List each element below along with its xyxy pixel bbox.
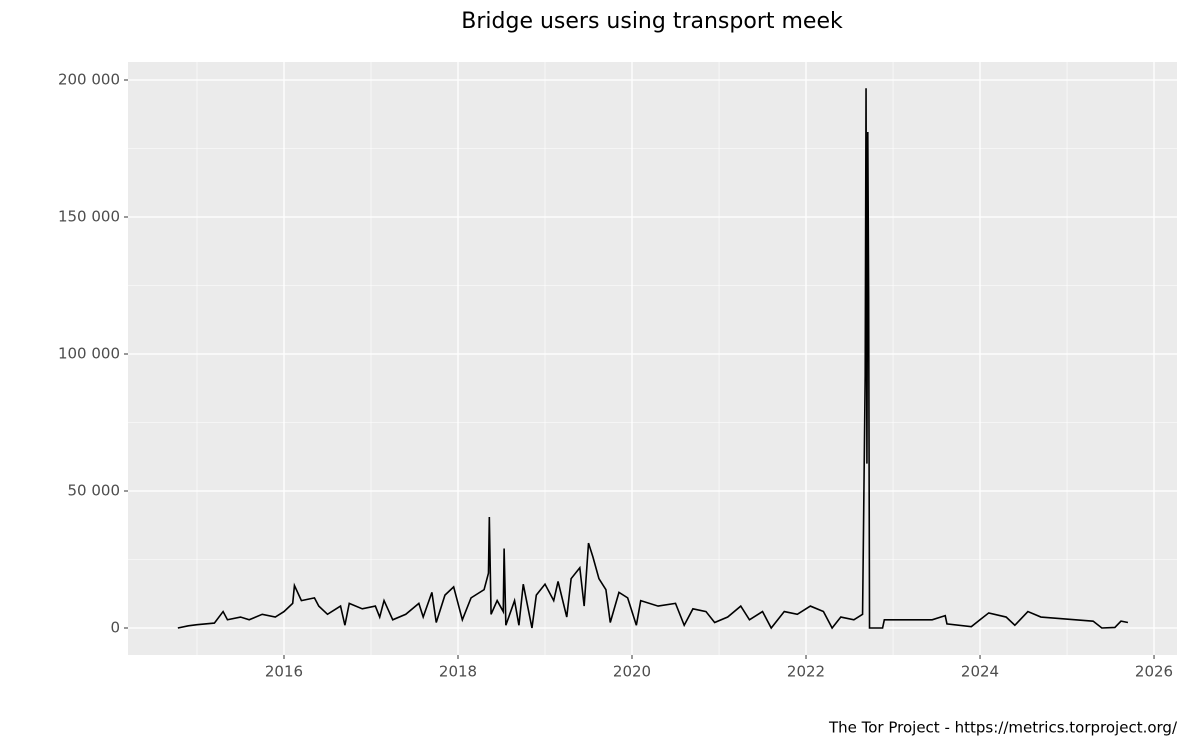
chart-title: Bridge users using transport meek — [461, 9, 843, 34]
data-line — [177, 88, 1129, 630]
plot-panel — [128, 62, 1177, 655]
x-tick-label: 2026 — [1135, 663, 1173, 681]
x-tick-label: 2020 — [613, 663, 651, 681]
y-tick-label: 200 000 — [58, 71, 120, 89]
y-tick-label: 150 000 — [58, 208, 120, 226]
y-tick-label: 0 — [110, 619, 120, 637]
x-tick-label: 2016 — [265, 663, 303, 681]
y-tick-label: 100 000 — [58, 345, 120, 363]
y-tick-label: 50 000 — [68, 482, 121, 500]
x-tick-label: 2018 — [439, 663, 477, 681]
x-tick-label: 2024 — [961, 663, 999, 681]
x-tick-label: 2022 — [787, 663, 825, 681]
caption: The Tor Project - https://metrics.torpro… — [828, 719, 1178, 737]
